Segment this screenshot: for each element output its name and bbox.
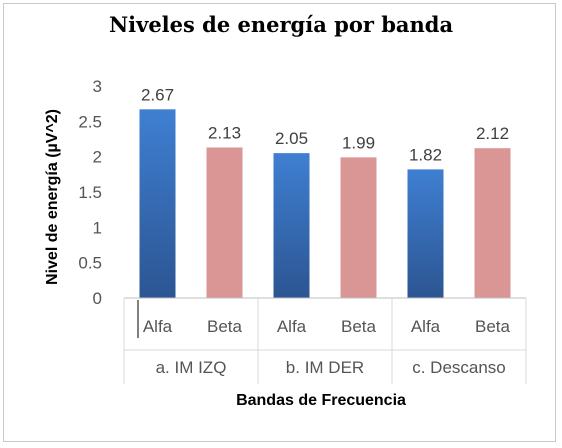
bar-beta xyxy=(474,148,511,298)
x-tick-label: Alfa xyxy=(411,317,441,336)
x-axis-title: Bandas de Frecuencia xyxy=(236,392,406,409)
y-tick-label: 1 xyxy=(93,218,102,237)
y-tick-label: 1.5 xyxy=(78,183,102,202)
data-label: 2.13 xyxy=(208,123,241,142)
bar-alfa xyxy=(139,109,176,298)
chart-title: Niveles de energía por banda xyxy=(108,12,454,37)
bar-alfa xyxy=(273,153,310,298)
data-label: 1.82 xyxy=(409,145,442,164)
bar-alfa xyxy=(407,169,444,298)
bar-beta xyxy=(206,147,243,298)
y-tick-label: 0 xyxy=(93,289,102,308)
y-tick-label: 0.5 xyxy=(78,254,102,273)
bar-beta xyxy=(340,157,377,298)
y-tick-label: 2.5 xyxy=(78,112,102,131)
y-tick-label: 3 xyxy=(93,77,102,96)
y-tick-label: 2 xyxy=(93,148,102,167)
x-tick-label: Beta xyxy=(341,317,377,336)
x-tick-label: Alfa xyxy=(143,317,173,336)
x-tick-label: Alfa xyxy=(277,317,307,336)
group-label: c. Descanso xyxy=(412,358,506,377)
data-label: 2.05 xyxy=(275,129,308,148)
data-label: 2.12 xyxy=(476,124,509,143)
x-tick-label: Beta xyxy=(475,317,511,336)
x-tick-label: Beta xyxy=(207,317,243,336)
group-label: b. IM DER xyxy=(286,358,364,377)
data-label: 1.99 xyxy=(342,133,375,152)
y-axis-title: Nivel de energía (µV^2) xyxy=(44,109,61,285)
data-label: 2.67 xyxy=(141,85,174,104)
group-label: a. IM IZQ xyxy=(156,358,227,377)
